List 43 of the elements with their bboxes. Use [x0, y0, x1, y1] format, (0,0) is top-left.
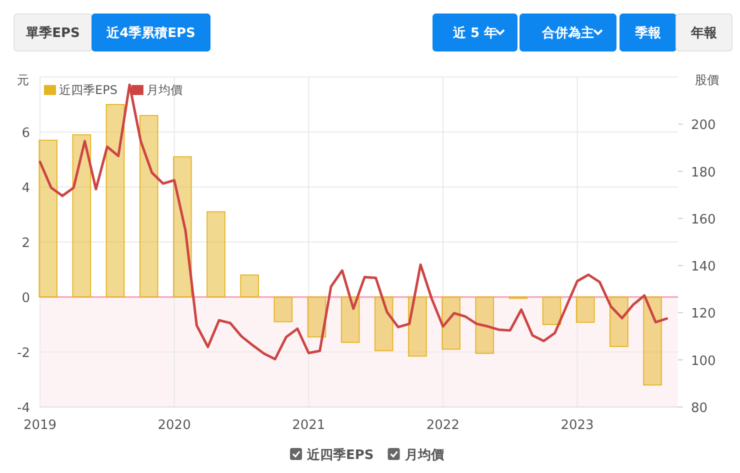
- y-axis-title: 元: [17, 73, 29, 87]
- legend-label: 月均價: [146, 83, 182, 97]
- y-tick-label: 2: [22, 236, 30, 251]
- bar: [576, 296, 595, 323]
- y2-tick-label: 200: [691, 118, 716, 134]
- x-tick-label: 2020: [158, 418, 191, 433]
- y-tick-label: -4: [17, 401, 30, 416]
- controls: 單季EPS 近4季累積EPS 近 5 年 合併為主 季報 年報: [14, 14, 732, 52]
- bar: [340, 296, 360, 343]
- line-series: [38, 84, 668, 360]
- y2-tick-label: 80: [691, 401, 708, 416]
- bar: [542, 296, 562, 325]
- bar: [274, 296, 293, 322]
- y2-axis-title: 股價: [695, 73, 719, 87]
- bar: [139, 115, 158, 298]
- bar: [408, 296, 427, 357]
- x-tick-label: 2023: [560, 418, 594, 433]
- bar: [38, 140, 58, 298]
- y-tick-label: 6: [22, 126, 30, 141]
- bar: [206, 211, 226, 298]
- x-tick-label: 2019: [23, 418, 57, 433]
- y-tick-label: 0: [22, 291, 30, 306]
- legend-label: 近四季EPS: [59, 83, 118, 97]
- y2-tick-label: 160: [691, 212, 716, 228]
- y2-tick-label: 180: [691, 165, 716, 180]
- bar: [374, 296, 394, 352]
- bar: [106, 104, 125, 298]
- y2-tick-label: 140: [691, 260, 716, 275]
- bar: [610, 296, 628, 347]
- y2-tick-label: 100: [691, 354, 716, 369]
- bar: [240, 274, 259, 298]
- x-tick-label: 2021: [292, 418, 326, 433]
- text: 月均價: [404, 448, 444, 463]
- y-tick-label: -2: [17, 346, 30, 361]
- text: 近四季EPS: [307, 448, 374, 463]
- bar: [72, 134, 92, 298]
- y-tick-label: 4: [22, 181, 30, 196]
- y2-tick-label: 120: [691, 306, 716, 322]
- bar: [307, 296, 326, 338]
- x-tick-label: 2022: [426, 418, 460, 433]
- bar: [475, 296, 494, 354]
- bar: [442, 296, 460, 350]
- bar: [643, 296, 662, 386]
